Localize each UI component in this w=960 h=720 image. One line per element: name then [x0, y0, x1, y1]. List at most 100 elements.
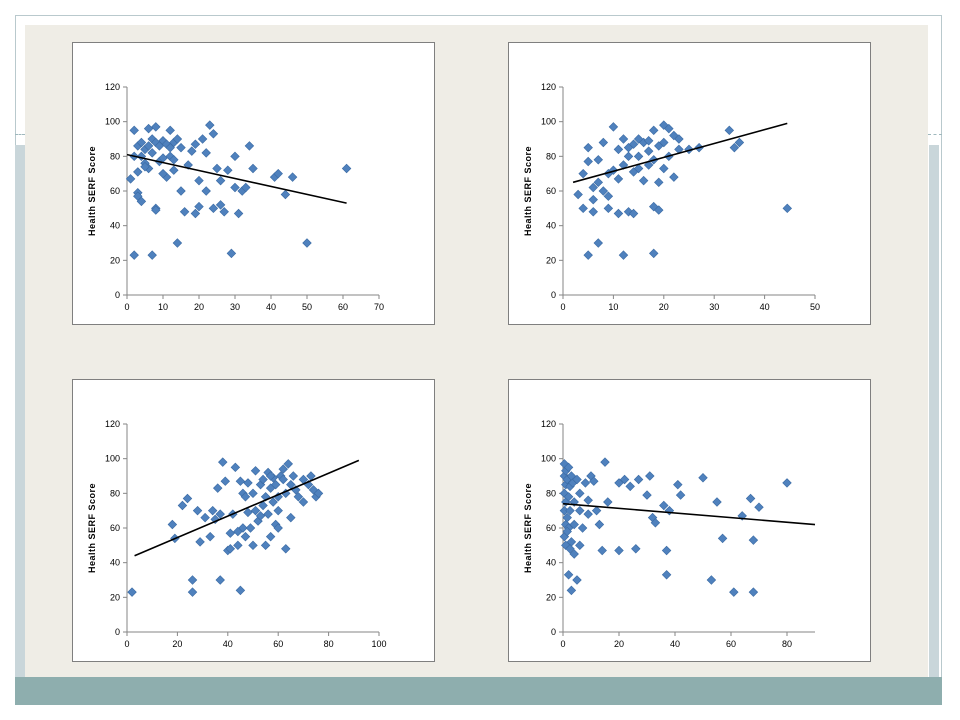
data-point — [265, 471, 276, 481]
data-point — [273, 168, 283, 179]
x-tick-label: 20 — [172, 639, 182, 649]
y-tick-label: 20 — [110, 255, 120, 265]
y-tick-label: 120 — [541, 419, 556, 429]
data-point — [583, 509, 593, 519]
data-point — [197, 134, 208, 144]
x-tick-label: 30 — [709, 302, 719, 312]
data-point — [225, 544, 236, 554]
chart-agriculture: 0 20 40 60 80 100 120 0 10 20 30 40 50 60 70 % GDP Agri… — [87, 82, 384, 324]
y-tick-label: 40 — [110, 221, 120, 231]
y-tick-label: 100 — [105, 117, 120, 127]
data-point — [207, 505, 218, 516]
data-point — [583, 156, 593, 167]
data-point — [241, 182, 251, 193]
data-point — [563, 492, 574, 502]
y-tick-label: 100 — [541, 117, 556, 127]
data-point — [341, 163, 352, 174]
y-axis-label: Health SERF Score — [523, 146, 533, 236]
x-tick-label: 40 — [760, 302, 770, 312]
data-point — [151, 122, 161, 132]
data-point — [208, 129, 219, 139]
data-point — [287, 172, 298, 182]
x-axis-label: % GDP Services — [220, 660, 287, 661]
chart-services: 0 20 40 60 80 100 120 0 20 40 60 80 100 % GDP Service… — [87, 419, 387, 661]
y-tick-label: 80 — [546, 488, 556, 498]
data-point — [127, 587, 137, 597]
data-point — [230, 182, 240, 193]
data-point — [580, 478, 591, 488]
data-point — [754, 502, 764, 512]
data-point — [280, 189, 291, 200]
data-point — [270, 479, 281, 490]
data-point — [169, 155, 179, 165]
data-point — [572, 575, 582, 585]
data-point — [263, 509, 273, 519]
data-point — [288, 471, 299, 481]
y-tick-label: 60 — [110, 523, 120, 533]
y-tick-label: 40 — [546, 221, 556, 231]
data-point — [748, 587, 759, 597]
data-point — [313, 488, 324, 499]
data-point — [268, 497, 278, 507]
data-point — [283, 459, 294, 469]
data-point — [562, 512, 572, 523]
data-point — [675, 490, 686, 500]
data-point — [614, 545, 624, 556]
data-point — [633, 163, 644, 174]
data-point — [129, 125, 139, 136]
x-tick-label: 10 — [158, 302, 168, 312]
data-point — [147, 250, 157, 260]
data-point — [238, 523, 248, 533]
x-tick-label: 60 — [338, 302, 348, 312]
data-point — [136, 137, 147, 148]
data-point — [205, 120, 215, 130]
x-tick-label: 60 — [273, 639, 283, 649]
chart-resource-rents: 0 20 40 60 80 100 120 0 20 40 60 80 % GDP Natural Re… — [523, 419, 816, 661]
data-point — [302, 238, 312, 248]
data-point — [654, 205, 664, 215]
data-point — [577, 523, 588, 533]
x-axis-label: % GDP Agriculture — [216, 323, 291, 324]
data-point — [258, 500, 268, 511]
data-point — [219, 207, 229, 217]
y-tick-label: 0 — [551, 627, 556, 637]
data-point — [583, 495, 593, 505]
data-point — [286, 512, 296, 523]
data-point — [243, 507, 253, 518]
data-point — [782, 203, 793, 214]
data-point — [233, 208, 244, 219]
data-point — [165, 125, 175, 136]
x-tick-label: 0 — [560, 639, 565, 649]
x-tick-label: 40 — [670, 639, 680, 649]
data-point — [308, 485, 319, 495]
data-point — [575, 540, 585, 551]
y-tick-label: 0 — [115, 627, 120, 637]
data-point — [278, 474, 288, 485]
data-point — [613, 144, 624, 155]
x-axis-label: % GDP Manufacturing — [644, 323, 733, 324]
data-point — [151, 205, 161, 215]
data-point — [177, 500, 188, 511]
x-tick-label: 0 — [124, 639, 129, 649]
y-tick-label: 120 — [105, 419, 120, 429]
data-point — [724, 125, 735, 136]
data-point — [278, 464, 288, 474]
data-point — [255, 511, 266, 521]
y-axis-label: Health SERF Score — [87, 483, 97, 573]
data-point — [563, 570, 574, 580]
x-tick-label: 80 — [782, 639, 792, 649]
bottom-band — [15, 677, 942, 705]
data-point — [240, 492, 251, 502]
data-point — [588, 207, 598, 217]
data-point — [172, 238, 183, 248]
data-point — [600, 457, 610, 467]
data-point — [225, 528, 236, 538]
data-point — [133, 191, 143, 201]
data-point — [169, 165, 179, 175]
frame-right-line — [941, 15, 942, 705]
data-point — [591, 505, 602, 516]
x-tick-label: 100 — [371, 639, 386, 649]
data-point — [273, 505, 283, 516]
data-point — [125, 174, 136, 184]
